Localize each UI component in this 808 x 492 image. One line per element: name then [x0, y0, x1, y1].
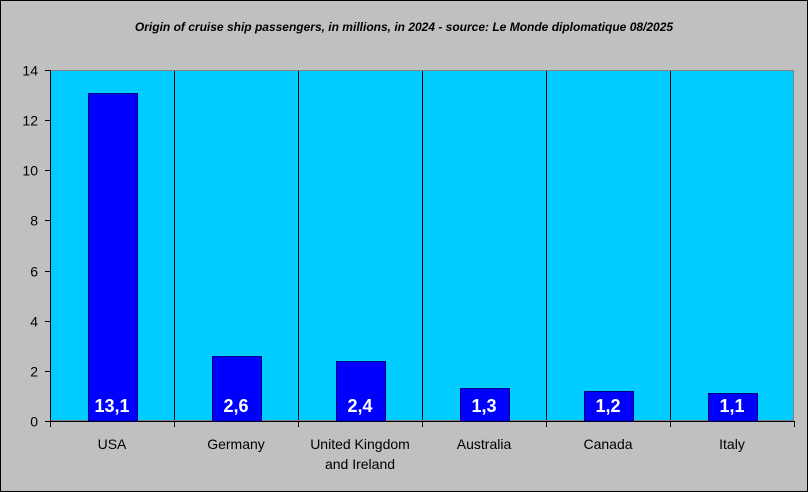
data-label-4: 1,2 — [595, 396, 620, 416]
y-tick-label: 0 — [30, 414, 38, 430]
y-tick-label: 4 — [30, 314, 38, 330]
data-label-0: 13,1 — [94, 396, 129, 416]
y-tick-label: 6 — [30, 264, 38, 280]
y-tick-label: 8 — [30, 213, 38, 229]
bar-2 — [336, 361, 386, 422]
data-label-1: 2,6 — [223, 396, 248, 416]
bar-3 — [460, 388, 510, 422]
y-tick-label: 10 — [22, 163, 38, 179]
category-label-4: Canada — [583, 436, 632, 452]
bar-0 — [88, 93, 138, 422]
y-tick-label: 12 — [22, 113, 38, 129]
bar-4 — [584, 391, 634, 422]
data-label-5: 1,1 — [719, 396, 744, 416]
chart-title: Origin of cruise ship passengers, in mil… — [135, 20, 673, 34]
plot-area: 0 2 4 6 8 10 12 14 13,1 USA 2,6 Germany 2,4 United Ki… — [22, 63, 795, 472]
data-label-2: 2,4 — [347, 396, 372, 416]
category-label-5: Italy — [719, 436, 745, 452]
category-label-1: Germany — [207, 436, 265, 452]
category-label-0: USA — [98, 436, 127, 452]
bar-1 — [212, 356, 262, 422]
data-label-3: 1,3 — [471, 396, 496, 416]
bar-5 — [708, 393, 758, 422]
y-tick-label: 14 — [22, 63, 38, 79]
category-label-2: United Kingdom — [310, 436, 410, 452]
y-tick-label: 2 — [30, 364, 38, 380]
category-label-3: Australia — [457, 436, 512, 452]
category-label-2: and Ireland — [325, 456, 395, 472]
